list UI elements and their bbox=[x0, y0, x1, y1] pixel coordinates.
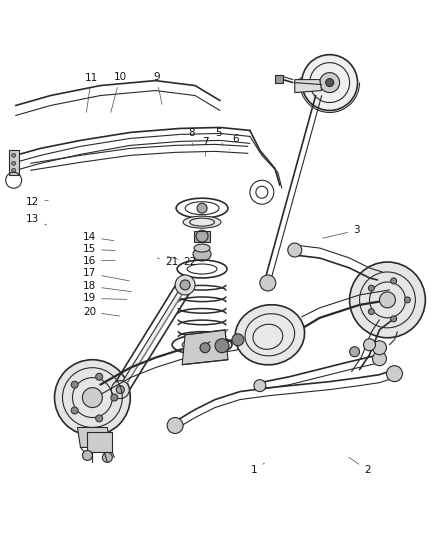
Ellipse shape bbox=[193, 247, 211, 261]
Polygon shape bbox=[294, 79, 321, 93]
Circle shape bbox=[253, 379, 265, 392]
Text: 8: 8 bbox=[187, 127, 194, 146]
Circle shape bbox=[319, 72, 339, 93]
Ellipse shape bbox=[235, 305, 304, 365]
Circle shape bbox=[231, 334, 244, 346]
Circle shape bbox=[349, 347, 359, 357]
Circle shape bbox=[180, 280, 190, 290]
Circle shape bbox=[215, 339, 229, 353]
Circle shape bbox=[12, 161, 16, 165]
Circle shape bbox=[403, 297, 410, 303]
Polygon shape bbox=[194, 231, 209, 242]
Circle shape bbox=[325, 78, 333, 86]
Circle shape bbox=[390, 278, 396, 284]
Circle shape bbox=[71, 407, 78, 414]
Circle shape bbox=[363, 339, 374, 351]
Ellipse shape bbox=[183, 216, 220, 228]
Circle shape bbox=[287, 243, 301, 257]
Text: 20: 20 bbox=[83, 306, 119, 317]
Circle shape bbox=[102, 453, 112, 463]
Text: 14: 14 bbox=[83, 232, 113, 243]
Text: 16: 16 bbox=[83, 256, 115, 266]
Text: 2: 2 bbox=[348, 457, 370, 475]
Circle shape bbox=[372, 352, 385, 366]
Text: 19: 19 bbox=[83, 293, 127, 303]
Text: 3: 3 bbox=[322, 225, 359, 238]
Circle shape bbox=[12, 154, 16, 157]
Polygon shape bbox=[182, 330, 227, 365]
Text: 15: 15 bbox=[83, 245, 115, 254]
Circle shape bbox=[95, 415, 102, 422]
Circle shape bbox=[95, 373, 102, 380]
Circle shape bbox=[111, 381, 129, 399]
Circle shape bbox=[82, 387, 102, 408]
Text: 10: 10 bbox=[110, 72, 127, 112]
Circle shape bbox=[110, 394, 117, 401]
Text: 17: 17 bbox=[83, 269, 129, 281]
Circle shape bbox=[200, 343, 209, 353]
Polygon shape bbox=[274, 75, 282, 83]
Text: 1: 1 bbox=[251, 463, 264, 475]
Text: 18: 18 bbox=[83, 281, 131, 292]
Circle shape bbox=[367, 285, 374, 291]
Circle shape bbox=[372, 341, 385, 355]
Polygon shape bbox=[77, 427, 110, 447]
Circle shape bbox=[367, 309, 374, 314]
Circle shape bbox=[175, 275, 194, 295]
Text: 7: 7 bbox=[201, 136, 208, 156]
Text: 13: 13 bbox=[26, 214, 46, 225]
Circle shape bbox=[54, 360, 130, 435]
Text: 6: 6 bbox=[229, 134, 238, 150]
Circle shape bbox=[385, 366, 402, 382]
Circle shape bbox=[82, 450, 92, 461]
Circle shape bbox=[167, 417, 183, 433]
Circle shape bbox=[301, 55, 357, 110]
Circle shape bbox=[12, 168, 16, 172]
Circle shape bbox=[197, 203, 207, 213]
Circle shape bbox=[116, 385, 124, 393]
Polygon shape bbox=[9, 150, 18, 175]
Circle shape bbox=[259, 275, 275, 291]
Text: 21: 21 bbox=[157, 257, 178, 267]
Circle shape bbox=[349, 262, 424, 338]
Text: 22: 22 bbox=[167, 256, 196, 267]
Circle shape bbox=[378, 292, 395, 308]
Circle shape bbox=[71, 381, 78, 388]
Text: 12: 12 bbox=[26, 197, 48, 207]
Circle shape bbox=[390, 316, 396, 322]
Text: 11: 11 bbox=[85, 73, 98, 112]
Polygon shape bbox=[118, 284, 187, 391]
Polygon shape bbox=[87, 432, 112, 453]
Text: 9: 9 bbox=[152, 72, 162, 104]
Text: 5: 5 bbox=[215, 127, 223, 146]
Ellipse shape bbox=[194, 244, 209, 252]
